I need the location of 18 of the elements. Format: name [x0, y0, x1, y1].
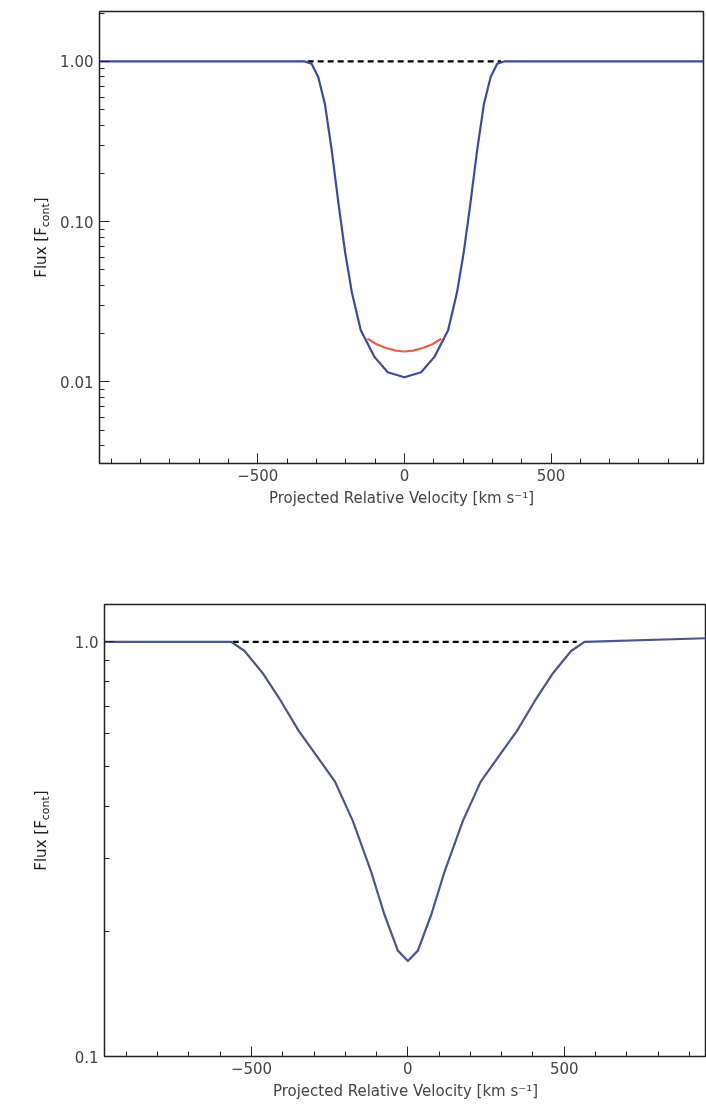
x-tick-label: −500	[230, 1059, 273, 1078]
x-axis-title: Projected Relative Velocity [km s⁻¹]	[272, 1081, 539, 1100]
y-tick-label: 1.0	[74, 633, 99, 652]
x-tick-label: 500	[536, 466, 566, 485]
line-series	[366, 337, 443, 353]
x-axis-title: Projected Relative Velocity [km s⁻¹]	[268, 488, 535, 507]
y-axis-title: Flux [Fcont]	[31, 197, 52, 278]
x-tick-label: 0	[399, 466, 410, 485]
x-tick-label: −500	[237, 466, 279, 485]
x-tick-label: 0	[403, 1059, 413, 1078]
y-tick-label: 0.01	[60, 373, 94, 392]
y-tick-label: 0.10	[60, 213, 94, 232]
x-tick-label: 500	[549, 1059, 579, 1078]
y-tick-label: 0.1	[74, 1048, 99, 1067]
line-series	[104, 637, 706, 963]
y-axis-title: Flux [Fcont]	[31, 790, 52, 871]
line-series	[99, 60, 704, 379]
y-tick-label: 1.00	[60, 53, 94, 72]
